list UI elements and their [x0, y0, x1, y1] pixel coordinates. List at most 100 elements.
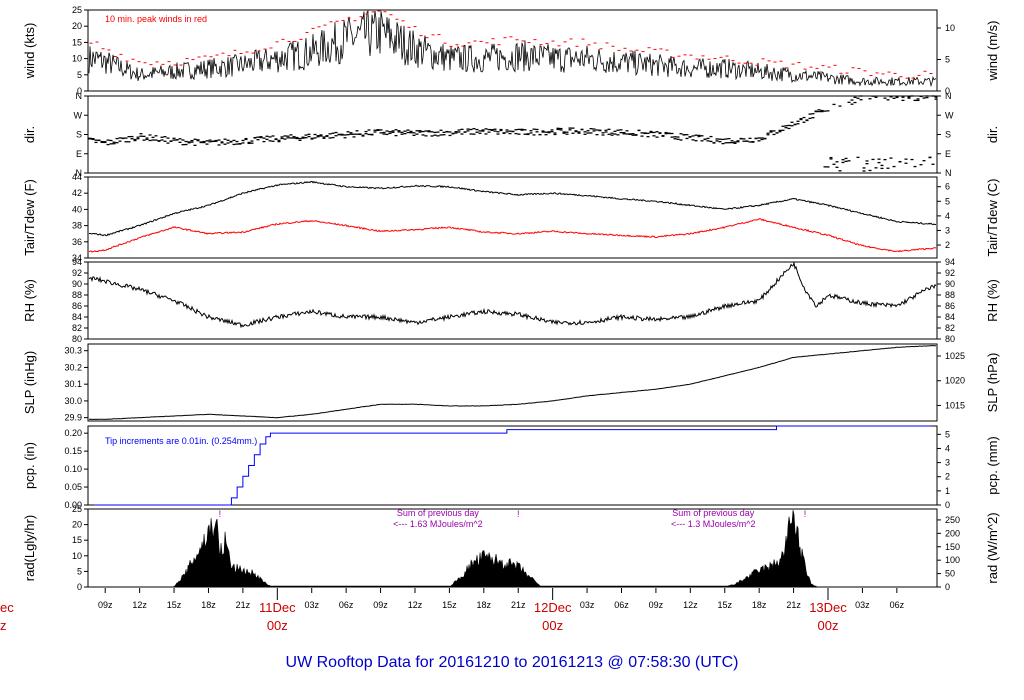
- panel-frame-slp: [87, 343, 938, 422]
- hour-tick-label: 21z: [786, 600, 801, 610]
- ytick-left-label: 88: [72, 290, 82, 300]
- hour-tick-label: 12z: [683, 600, 698, 610]
- ytick-right-label: 1: [945, 486, 950, 496]
- ytick-right-label: 2: [945, 472, 950, 482]
- ytick-left-label: 0.10: [64, 464, 82, 474]
- ytick-right-label: N: [945, 168, 952, 178]
- day-time-label: 00z: [818, 618, 839, 633]
- ytick-left-label: 30.2: [64, 362, 82, 372]
- hour-tick-label: 03z: [855, 600, 870, 610]
- panel-temp: Tair/Tdew (F) Tair/Tdew (C)34363840424423…: [22, 172, 1000, 263]
- ytick-left-label: 20: [72, 520, 82, 530]
- ytick-right-label: 50: [945, 569, 955, 579]
- rh-line: [88, 261, 937, 329]
- ytick-right-label: 0: [945, 582, 950, 592]
- ylabel-right-wind: wind (m/s): [985, 21, 1000, 82]
- chart-title: UW Rooftop Data for 20161210 to 20161213…: [286, 654, 739, 671]
- hour-tick-label: 12z: [132, 600, 147, 610]
- ytick-left-label: S: [76, 130, 82, 140]
- day-date-label: 13Dec: [809, 600, 847, 615]
- cut-time-label: z: [0, 618, 7, 633]
- ytick-left-label: 84: [72, 312, 82, 322]
- daily-sum-value: <--- 1.3 MJoules/m^2: [671, 519, 756, 529]
- ytick-left-label: 38: [72, 221, 82, 231]
- ytick-right-label: S: [945, 130, 951, 140]
- ylabel-right-rad: rad (W/m^2): [985, 512, 1000, 583]
- ylabel-right-dir: dir.: [985, 126, 1000, 143]
- daily-sum-title: Sum of previous day: [397, 508, 480, 518]
- panel-frame-temp: [87, 176, 938, 259]
- hour-tick-label: 18z: [477, 600, 492, 610]
- hour-tick-label: 03z: [304, 600, 319, 610]
- hour-tick-label: 18z: [201, 600, 216, 610]
- ytick-right-label: 150: [945, 542, 960, 552]
- hour-tick-label: 18z: [752, 600, 767, 610]
- ytick-right-label: 5: [945, 429, 950, 439]
- ytick-left-label: 5: [77, 70, 82, 80]
- day-date-label: 12Dec: [534, 600, 572, 615]
- hour-tick-label: 15z: [167, 600, 182, 610]
- ylabel-left-pcp: pcp. (in): [22, 442, 37, 489]
- wind-speed-line: [88, 10, 937, 88]
- ytick-left-label: N: [76, 91, 83, 101]
- ytick-right-label: 84: [945, 312, 955, 322]
- ytick-right-label: W: [945, 110, 954, 120]
- ytick-left-label: 80: [72, 334, 82, 344]
- ytick-left-label: E: [76, 149, 82, 159]
- tdew-line: [88, 218, 937, 253]
- ytick-left-label: 92: [72, 268, 82, 278]
- ytick-left-label: W: [74, 110, 83, 120]
- hour-tick-label: 06z: [890, 600, 905, 610]
- ytick-left-label: 42: [72, 188, 82, 198]
- panel-wind: wind (kts) wind (m/s) 0 5 10 15 20 25 0 5 10 10 min…: [22, 5, 1000, 96]
- ytick-left-label: 10: [72, 54, 82, 64]
- ytick-left-label: 30.1: [64, 379, 82, 389]
- ytick-right-label: 100: [945, 555, 960, 565]
- cut-date-label: ec: [0, 600, 14, 615]
- ytick-left-label: 40: [72, 204, 82, 214]
- ytick-right-label: 1025: [945, 351, 965, 361]
- ytick-left-label: 86: [72, 301, 82, 311]
- ytick-left-label: 0: [77, 582, 82, 592]
- ylabel-right-temp: Tair/Tdew (C): [985, 178, 1000, 256]
- hour-tick-label: 21z: [236, 600, 251, 610]
- panel-slp: SLP (inHg) SLP (hPa) 29.9 30.0 30.1 30.2 30.3 1…: [22, 343, 1000, 423]
- hour-tick-label: 03z: [580, 600, 595, 610]
- ytick-right-label: 6: [945, 182, 950, 192]
- precip-line: [93, 425, 932, 506]
- day-time-label: 00z: [542, 618, 563, 633]
- ytick-right-label: 4: [945, 443, 950, 453]
- hour-tick-label: 12z: [408, 600, 423, 610]
- ylabel-right-pcp: pcp. (mm): [985, 436, 1000, 495]
- hour-tick-label: 09z: [649, 600, 664, 610]
- daily-sum-title: Sum of previous day: [672, 508, 755, 518]
- tip-increment-note: Tip increments are 0.01in. (0.254mm.): [105, 436, 257, 446]
- hour-tick-label: 06z: [339, 600, 354, 610]
- tair-line: [88, 180, 936, 237]
- ytick-left-label: 0: [77, 86, 82, 96]
- ytick-left-label: 10: [72, 551, 82, 561]
- ylabel-left-wind: wind (kts): [22, 23, 37, 80]
- ytick-right-label: 80: [945, 334, 955, 344]
- ytick-left-label: 5: [77, 566, 82, 576]
- ylabel-left-rh: RH (%): [22, 279, 37, 322]
- day-date-label: 11Dec: [259, 600, 296, 615]
- ylabel-right-slp: SLP (hPa): [985, 353, 1000, 413]
- ytick-right-label: 90: [945, 279, 955, 289]
- ytick-right-label: 4: [945, 211, 950, 221]
- panel-frame-dir: [87, 95, 938, 174]
- solar-noon-mark: !: [804, 509, 807, 519]
- ytick-right-label: 2: [945, 240, 950, 250]
- ytick-right-label: 94: [945, 257, 955, 267]
- panel-frame-wind: [87, 9, 938, 92]
- ytick-left-label: 30.3: [64, 346, 82, 356]
- time-axis: 09z 12z 15z 18z 21z 03z 06z 09z 12z 15z 18z 21z 03z 0…: [0, 588, 905, 633]
- peak-wind-note: 10 min. peak winds in red: [105, 14, 207, 24]
- ytick-left-label: 25: [72, 5, 82, 15]
- ytick-left-label: 0.20: [64, 428, 82, 438]
- ytick-right-label: 1020: [945, 376, 965, 386]
- ytick-right-label: 88: [945, 290, 955, 300]
- ytick-right-label: 250: [945, 515, 960, 525]
